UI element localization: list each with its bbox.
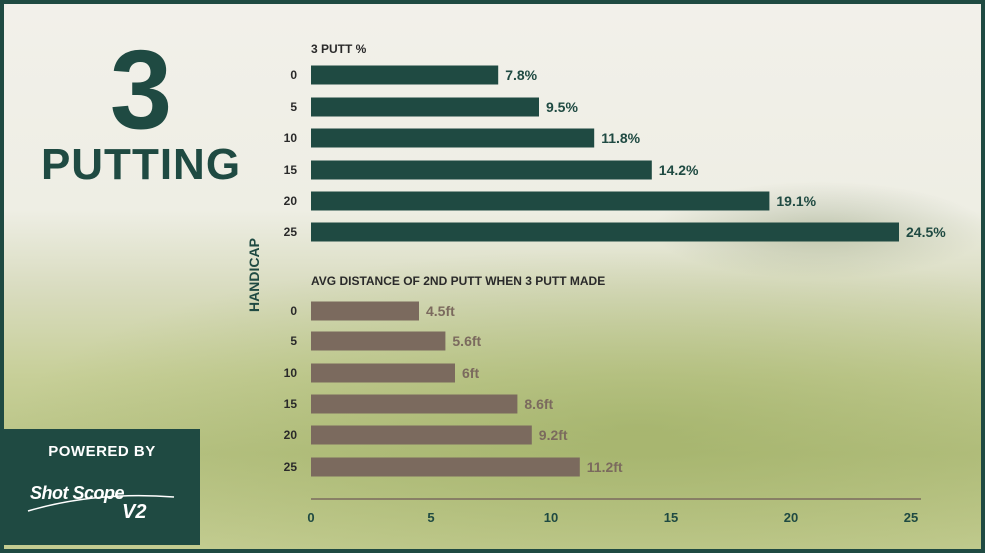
headline-title: PUTTING [40,140,242,189]
chart-1-bar [311,160,652,180]
x-tick-label: 25 [904,510,918,525]
chart-1-category-label: 0 [290,68,297,82]
chart-1-value-label: 11.8% [601,130,640,146]
chart-2-value-label: 5.6ft [452,333,481,349]
chart-1-value-label: 9.5% [546,99,578,115]
chart-2-bar [311,363,455,383]
chart-2-category-label: 15 [284,397,298,411]
x-tick-label: 0 [307,510,314,525]
chart-2-bar [311,457,580,477]
headline-number: 3 [109,27,173,152]
chart-1-category-label: 20 [284,194,298,208]
chart-1-value-label: 7.8% [505,67,537,83]
y-axis-label: HANDICAP [246,238,262,312]
chart-2-value-label: 9.2ft [539,427,568,443]
chart-2-category-label: 5 [290,334,297,348]
chart-2-title: AVG DISTANCE OF 2ND PUTT WHEN 3 PUTT MAD… [311,274,605,288]
logo-version: V2 [122,501,147,523]
chart-1-bar [311,65,499,85]
chart-2-value-label: 8.6ft [524,396,553,412]
chart-1-category-label: 25 [284,225,298,239]
chart-2-bar [311,425,532,445]
logo-swoosh-icon [27,494,175,512]
chart-2-bar [311,331,446,351]
chart-1-bar [311,191,770,211]
chart-1-value-label: 24.5% [906,224,946,240]
chart-2-category-label: 10 [284,366,298,380]
chart-1-category-label: 15 [284,163,298,177]
chart-2-bar [311,394,518,414]
powered-by-label: POWERED BY [48,443,156,460]
powered-by-badge: POWERED BY Shot Scope V2 [4,429,200,545]
chart-2-category-label: 25 [284,460,298,474]
x-tick-label: 5 [427,510,434,525]
chart-2-value-label: 6ft [462,365,479,381]
chart-2-bar [311,301,419,321]
chart-1-category-label: 10 [284,131,298,145]
chart-1-value-label: 14.2% [659,162,699,178]
chart-1-bar [311,222,899,242]
x-tick-label: 15 [664,510,678,525]
x-tick-label: 20 [784,510,798,525]
chart-1-category-label: 5 [290,100,297,114]
chart-1-title: 3 PUTT % [311,42,367,56]
chart-2-value-label: 4.5ft [426,303,455,319]
logo-wordmark: Shot Scope [30,483,125,503]
chart-1-value-label: 19.1% [776,193,816,209]
chart-1-bar [311,97,539,117]
chart-1-bar [311,128,595,148]
chart-2-value-label: 11.2ft [587,459,623,475]
chart-2-category-label: 0 [290,304,297,318]
x-tick-label: 10 [544,510,558,525]
chart-2-category-label: 20 [284,428,298,442]
